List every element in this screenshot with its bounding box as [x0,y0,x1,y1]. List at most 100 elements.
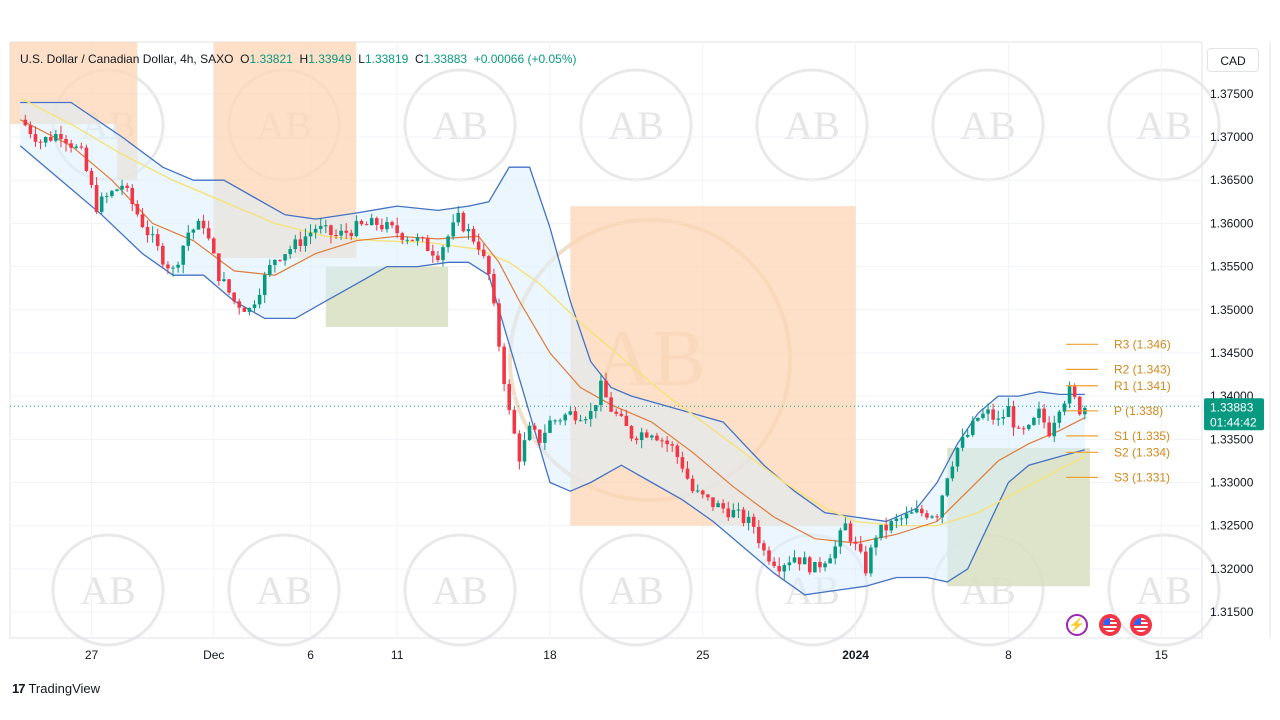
candle-body [293,239,298,250]
candle-body [206,228,211,239]
candle-body [945,478,950,496]
x-tick-label: 25 [696,648,710,662]
candle-body [920,508,924,514]
candle-body [1057,411,1062,423]
candle-body [899,518,904,520]
candle-body [385,222,389,230]
candle-body [23,119,28,126]
y-tick-label: 1.31500 [1210,605,1254,619]
candle-body [492,274,496,304]
candle-body [262,274,267,295]
watermark-text: AB [1136,103,1192,148]
chart-legend: U.S. Dollar / Canadian Dollar, 4h, SAXO … [20,52,576,66]
candle-body [970,420,975,435]
candle-body [614,411,618,414]
us-flag-icon[interactable] [1099,614,1121,636]
y-tick-label: 1.37500 [1210,87,1254,101]
candle-body [59,134,63,139]
candle-body [594,405,598,412]
y-tick-label: 1.37000 [1210,130,1254,144]
candle-body [273,259,277,266]
close-label: C [415,52,424,66]
currency-button[interactable]: CAD [1207,48,1259,72]
candle-body [120,185,124,190]
candle-body [726,508,731,518]
candle-body [706,494,710,498]
candle-body [680,457,685,469]
candle-body [94,185,99,212]
watermark-text: AB [608,568,664,613]
candle-body [762,543,766,551]
candle-body [965,434,970,437]
y-tick-label: 1.33500 [1210,432,1254,446]
candle-body [395,225,399,234]
candle-body [89,170,94,186]
price-tag-countdown: 01:44:42 [1210,415,1257,429]
candle-body [644,432,649,438]
candle-body [650,435,654,438]
candle-body [436,255,440,261]
candle-body [925,513,929,518]
candle-body [864,551,868,574]
candle-body [1072,386,1077,397]
candle-body [1027,424,1031,429]
candle-body [731,509,736,518]
candle-body [721,503,725,509]
candle-body [874,537,878,548]
candle-body [303,236,308,246]
watermark-text: AB [80,568,136,613]
candle-body [497,303,501,347]
lightning-icon[interactable]: ⚡ [1066,614,1088,636]
candle-body [695,490,700,492]
tradingview-brand[interactable]: 17 TradingView [12,681,100,696]
candle-body [115,189,119,192]
y-tick-label: 1.32000 [1210,562,1254,576]
candle-body [145,227,150,236]
candle-body [364,224,369,226]
candle-body [670,444,675,446]
candle-body [1037,408,1041,418]
candle-body [431,250,435,256]
candle-body [237,301,242,308]
x-tick-label: 8 [1005,648,1012,662]
candle-body [441,247,445,261]
candle-body [1047,422,1051,437]
high-value: 1.33949 [308,52,352,66]
us-flag-icon[interactable] [1130,614,1152,636]
candle-body [619,413,624,416]
candle-body [69,143,73,148]
candle-body [257,294,262,305]
candle-body [405,239,410,241]
candle-body [914,508,919,513]
candle-body [736,509,741,511]
watermark-text: AB [256,568,312,613]
candle-body [981,413,985,418]
candle-body [125,185,129,188]
candle-body [191,229,196,233]
candle-body [329,225,333,236]
candle-body [1032,417,1036,425]
price-tag-box [1204,398,1264,431]
symbol-title[interactable]: U.S. Dollar / Canadian Dollar, 4h, SAXO [20,52,234,66]
candle-body [217,253,221,281]
candle-body [196,220,201,230]
candle-body [797,557,802,565]
candle-body [660,440,664,442]
candle-body [930,516,934,518]
candle-body [1067,386,1072,404]
candle-body [792,557,797,563]
candle-body [487,256,491,275]
candle-body [573,411,578,421]
candle-body [777,565,781,572]
candle-body [757,526,761,544]
candle-body [420,237,425,239]
candle-body [79,146,84,148]
candle-body [186,232,191,246]
open-value: 1.33821 [249,52,293,66]
candle-body [181,245,185,265]
candle-body [369,218,374,226]
candle-body [481,249,486,257]
watermark-text: AB [432,103,488,148]
candle-body [150,234,155,236]
